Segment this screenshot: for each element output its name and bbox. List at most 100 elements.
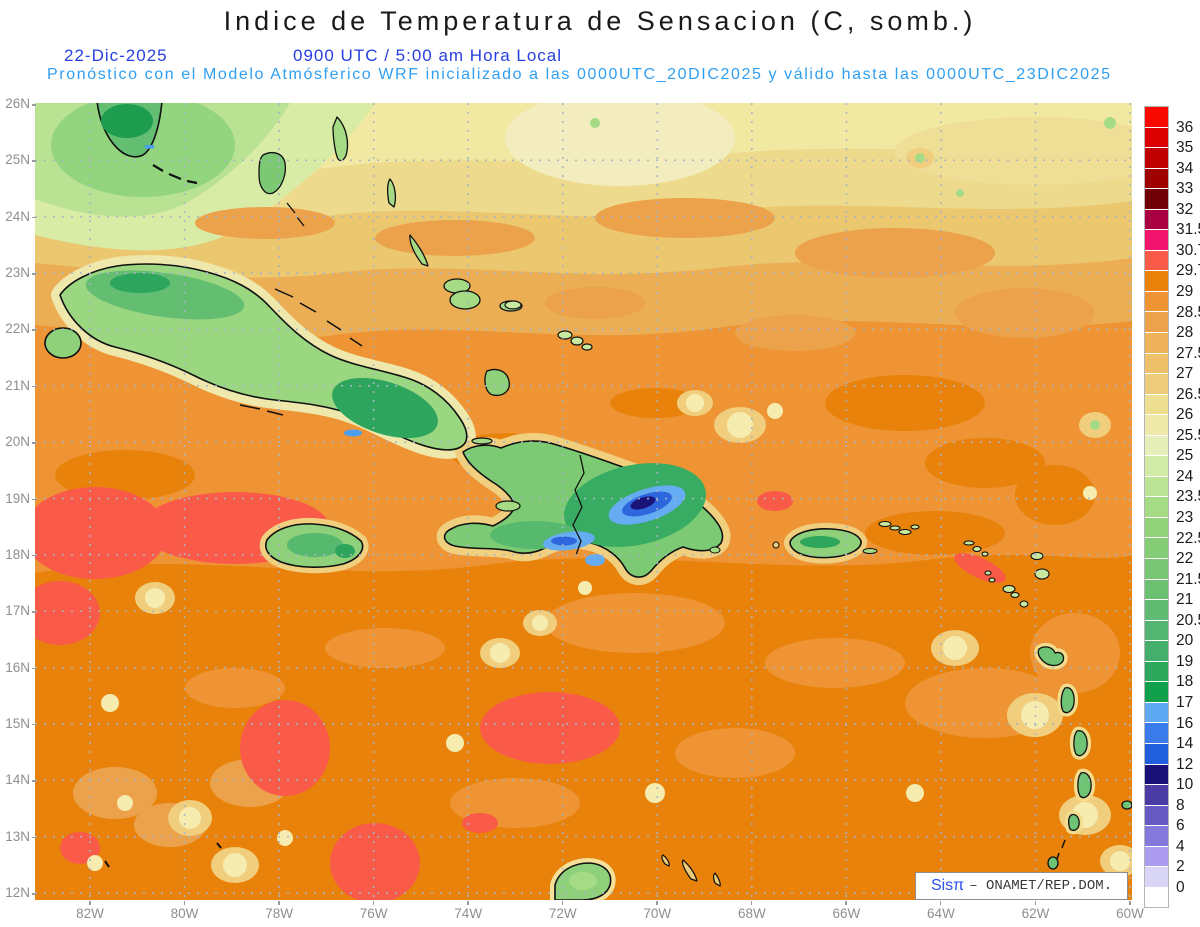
sw-cays <box>104 842 222 868</box>
colorbar-cell <box>1145 497 1168 517</box>
colorbar-cell <box>1145 723 1168 743</box>
colorbar-cell <box>1145 230 1168 250</box>
colorbar-tick-label: 21 <box>1176 591 1194 609</box>
saona-island <box>709 546 721 554</box>
colorbar-cell <box>1145 538 1168 559</box>
sea-cream-spots <box>87 117 1140 883</box>
colorbar-cell <box>1145 476 1168 497</box>
watermark-text: – ONAMET/REP.DOM. <box>969 878 1113 894</box>
colorbar-cell <box>1145 867 1168 887</box>
colorbar-cell <box>1145 271 1168 291</box>
lat-tick-label: 13N <box>2 829 36 844</box>
lat-tick-label: 25N <box>2 152 36 167</box>
colorbar-tick-label: 17 <box>1176 693 1194 711</box>
turks-caicos <box>504 300 593 351</box>
lon-tick-label: 68W <box>730 901 774 921</box>
cuba-green-east <box>332 377 438 439</box>
gonave-island <box>495 500 521 512</box>
lon-tick-label: 60W <box>1108 901 1152 921</box>
colorbar-cell <box>1145 641 1168 661</box>
colorbar-cell <box>1145 250 1168 271</box>
colorbar-cell <box>1145 394 1168 415</box>
colorbar-cell <box>1145 374 1168 394</box>
colorbar-cell <box>1145 209 1168 230</box>
lon-tick-label: 72W <box>541 901 585 921</box>
landmasses <box>44 100 1133 901</box>
lon-tick-label: 82W <box>68 901 112 921</box>
lat-tick-label: 12N <box>2 885 36 900</box>
lon-tick-label: 64W <box>919 901 963 921</box>
colorbar-tick-label: 27 <box>1176 365 1194 383</box>
colorbar-cell <box>1145 517 1168 538</box>
colorbar-cell <box>1145 559 1168 579</box>
colorbar-cell <box>1145 826 1168 846</box>
colorbar-cell <box>1145 764 1168 785</box>
colorbar-tick-label: 16 <box>1176 714 1194 732</box>
jamaica-green-mid <box>287 533 343 557</box>
cuba-green-core <box>110 273 170 293</box>
colorbar-cell <box>1145 743 1168 764</box>
lon-tick-label: 66W <box>824 901 868 921</box>
colorbar-tick-label: 18 <box>1176 673 1194 691</box>
colorbar-tick-label: 22.5 <box>1176 529 1200 547</box>
colorbar-tick-label: 12 <box>1176 755 1194 773</box>
colorbar-tick-label: 23.5 <box>1176 488 1200 506</box>
colorbar-tick-label: 29 <box>1176 282 1194 300</box>
colorbar-tick-label: 10 <box>1176 776 1194 794</box>
colorbar-cell <box>1145 148 1168 168</box>
florida-core <box>101 104 153 138</box>
mona-island <box>772 541 780 549</box>
lat-tick-label: 19N <box>2 491 36 506</box>
florida-keys <box>152 164 198 185</box>
lat-tick-label: 17N <box>2 603 36 618</box>
colorbar-tick-label: 25 <box>1176 447 1194 465</box>
cuba-cays <box>239 288 363 416</box>
lon-tick-label: 78W <box>257 901 301 921</box>
cuba-lake <box>344 429 362 437</box>
colorbar-tick-label: 30.7 <box>1176 241 1200 259</box>
lat-tick-label: 15N <box>2 716 36 731</box>
cordillera-cold-core <box>630 496 656 510</box>
map-plot-area <box>20 90 1175 905</box>
colorbar-cell <box>1145 127 1168 148</box>
colorbar-cell <box>1145 189 1168 209</box>
colorbar-tick-label: 28 <box>1176 324 1194 342</box>
colorbar-tick-label: 0 <box>1176 878 1185 896</box>
virgin-leeward-islands <box>878 520 1050 608</box>
lon-tick-label: 80W <box>163 901 207 921</box>
vieques-island <box>862 548 878 554</box>
colorbar-cell <box>1145 702 1168 723</box>
colorbar-tick-label: 4 <box>1176 837 1185 855</box>
florida-lake <box>145 145 154 149</box>
colorbar-cell <box>1145 785 1168 805</box>
lat-tick-label: 16N <box>2 660 36 675</box>
colorbar-cell <box>1145 600 1168 620</box>
colorbar-cell <box>1145 168 1168 189</box>
colorbar-tick-label: 24 <box>1176 467 1194 485</box>
sea-hot-red-blobs <box>20 487 1006 903</box>
lat-tick-label: 21N <box>2 378 36 393</box>
colorbar <box>1144 105 1169 909</box>
colorbar-cell <box>1145 846 1168 867</box>
lat-tick-label: 24N <box>2 209 36 224</box>
colorbar-tick-label: 8 <box>1176 796 1185 814</box>
lat-tick-label: 20N <box>2 434 36 449</box>
abc-islands <box>661 854 721 887</box>
colorbar-tick-label: 2 <box>1176 858 1185 876</box>
paraguana-core <box>569 872 597 890</box>
sierra-cold-mid <box>551 536 577 546</box>
colorbar-cell <box>1145 887 1168 908</box>
sispi-brand: Sisπ <box>930 877 965 894</box>
windward-islands <box>1037 646 1133 870</box>
colorbar-tick-label: 34 <box>1176 159 1194 177</box>
colorbar-cell <box>1145 620 1168 641</box>
colorbar-cell <box>1145 661 1168 682</box>
lat-tick-label: 22N <box>2 321 36 336</box>
colorbar-tick-label: 6 <box>1176 817 1185 835</box>
colorbar-cell <box>1145 805 1168 826</box>
sea-cream-ne <box>895 117 1175 185</box>
lon-tick-label: 62W <box>1014 901 1058 921</box>
colorbar-cell <box>1145 435 1168 456</box>
colorbar-tick-label: 32 <box>1176 200 1194 218</box>
